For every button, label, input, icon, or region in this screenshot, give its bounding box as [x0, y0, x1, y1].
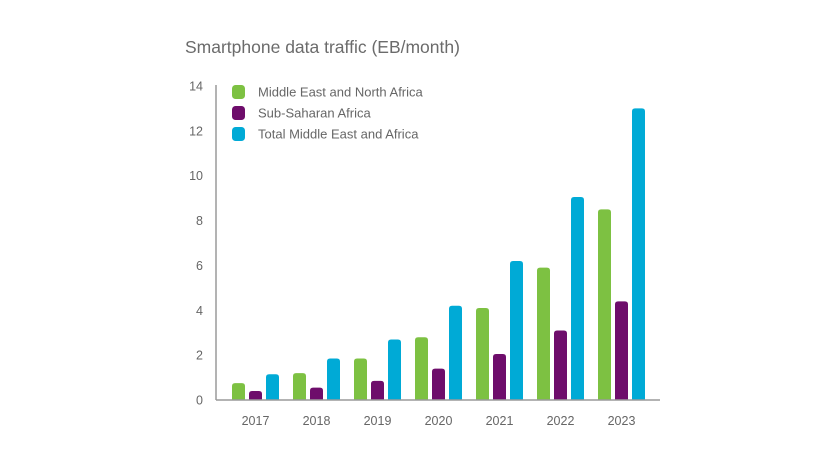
- legend-swatch: [232, 85, 245, 99]
- bar-group-2022: [537, 197, 584, 400]
- bar-group-2020: [415, 305, 462, 400]
- bars: [232, 108, 645, 400]
- y-tick-label: 14: [189, 80, 203, 94]
- bar-group-2018: [293, 358, 340, 400]
- y-tick-label: 12: [189, 124, 203, 138]
- bar-sub-saharan-africa-2019: [371, 380, 384, 400]
- bar-sub-saharan-africa-2018: [310, 387, 323, 400]
- y-axis-ticks: 0 2 4 6 8 10 12 14: [189, 80, 203, 408]
- bar-sub-saharan-africa-2022: [554, 330, 567, 400]
- x-tick-label: 2018: [303, 414, 331, 428]
- bar-middle-east-and-north-africa-2023: [598, 209, 611, 400]
- bar-middle-east-and-north-africa-2021: [476, 308, 489, 400]
- y-tick-label: 10: [189, 169, 203, 183]
- bar-sub-saharan-africa-2020: [432, 368, 445, 400]
- bar-group-2019: [354, 339, 401, 400]
- legend-item: Total Middle East and Africa: [232, 127, 419, 142]
- chart-title: Smartphone data traffic (EB/month): [185, 37, 460, 57]
- bar-middle-east-and-north-africa-2020: [415, 337, 428, 400]
- x-tick-label: 2020: [425, 414, 453, 428]
- y-tick-label: 4: [196, 304, 203, 318]
- bar-middle-east-and-north-africa-2017: [232, 383, 245, 400]
- bar-total-middle-east-and-africa-2020: [449, 305, 462, 400]
- y-tick-label: 8: [196, 214, 203, 228]
- bar-total-middle-east-and-africa-2023: [632, 108, 645, 400]
- x-axis-ticks: 2017 2018 2019 2020 2021 2022 2023: [242, 414, 636, 428]
- bar-middle-east-and-north-africa-2018: [293, 373, 306, 400]
- legend-item: Sub-Saharan Africa: [232, 106, 372, 121]
- bar-sub-saharan-africa-2021: [493, 354, 506, 400]
- bar-total-middle-east-and-africa-2021: [510, 260, 523, 400]
- bar-total-middle-east-and-africa-2017: [266, 374, 279, 400]
- legend-item: Middle East and North Africa: [232, 85, 424, 100]
- bar-sub-saharan-africa-2023: [615, 301, 628, 400]
- y-tick-label: 0: [196, 394, 203, 408]
- bar-total-middle-east-and-africa-2022: [571, 197, 584, 400]
- bar-total-middle-east-and-africa-2019: [388, 339, 401, 400]
- bar-group-2023: [598, 108, 645, 400]
- x-tick-label: 2021: [486, 414, 514, 428]
- x-tick-label: 2019: [364, 414, 392, 428]
- y-tick-label: 6: [196, 259, 203, 273]
- legend-swatch: [232, 127, 245, 141]
- legend-label: Middle East and North Africa: [258, 85, 424, 100]
- legend: Middle East and North Africa Sub-Saharan …: [232, 85, 424, 142]
- bar-group-2017: [232, 374, 279, 400]
- x-tick-label: 2022: [547, 414, 575, 428]
- x-tick-label: 2023: [608, 414, 636, 428]
- x-tick-label: 2017: [242, 414, 270, 428]
- legend-swatch: [232, 106, 245, 120]
- bar-group-2021: [476, 260, 523, 400]
- legend-label: Total Middle East and Africa: [258, 127, 419, 142]
- y-tick-label: 2: [196, 349, 203, 363]
- bar-sub-saharan-africa-2017: [249, 391, 262, 400]
- bar-middle-east-and-north-africa-2019: [354, 358, 367, 400]
- bar-total-middle-east-and-africa-2018: [327, 358, 340, 400]
- bar-middle-east-and-north-africa-2022: [537, 267, 550, 400]
- legend-label: Sub-Saharan Africa: [258, 106, 372, 121]
